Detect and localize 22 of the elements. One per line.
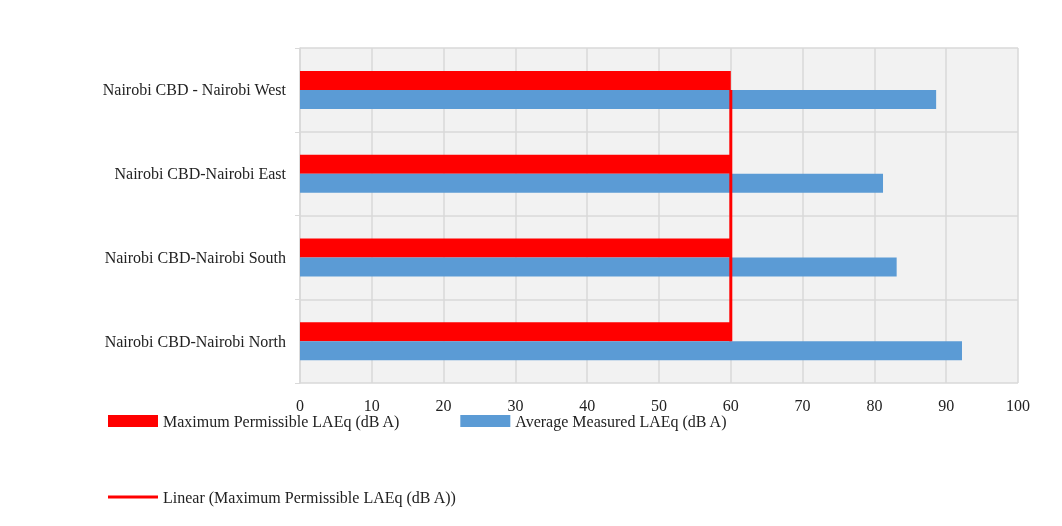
y-tick-label: Nairobi CBD-Nairobi North [104,332,286,350]
x-tick-label: 80 [866,396,883,414]
x-tick-label: 40 [579,396,596,414]
bar [300,173,884,193]
x-tick-label: 20 [435,396,452,414]
x-tick-label: 30 [507,396,524,414]
legend-label: Average Measured LAEq (dB A) [515,412,727,431]
x-tick-label: 90 [938,396,955,414]
x-tick-label: 70 [794,396,811,414]
bar [300,341,962,361]
bar [300,257,897,277]
x-tick-label: 60 [722,396,739,414]
y-tick-label: Nairobi CBD-Nairobi South [104,248,286,266]
x-tick-label: 50 [651,396,667,414]
x-tick-label: 100 [1006,396,1030,414]
y-tick-label: Nairobi CBD-Nairobi East [114,165,287,183]
y-tick-label: Nairobi CBD - Nairobi West [102,81,287,99]
x-tick-label: 0 [296,396,304,414]
bar [300,89,937,109]
x-tick-label: 10 [363,396,380,414]
legend-label: Linear (Maximum Permissible LAEq (dB A)) [163,488,456,507]
legend-label: Maximum Permissible LAEq (dB A) [163,412,400,431]
